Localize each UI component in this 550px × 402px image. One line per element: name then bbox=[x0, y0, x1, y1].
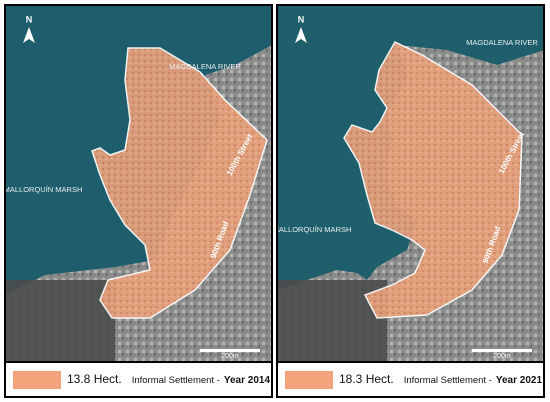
legend-swatch bbox=[13, 371, 61, 389]
coast-land bbox=[5, 280, 115, 362]
legend-label: Informal Settlement - bbox=[132, 375, 220, 386]
settlement-area bbox=[91, 47, 268, 319]
marsh-label: MALLORQUÍN MARSH bbox=[273, 225, 352, 234]
legend-swatch bbox=[285, 371, 333, 389]
legend-text: 13.8 Hect. Informal Settlement - Year 2014 bbox=[67, 372, 270, 386]
legend: 13.8 Hect. Informal Settlement - Year 2014 bbox=[4, 361, 273, 398]
north-arrow bbox=[295, 27, 307, 43]
scale-label: 200m bbox=[221, 353, 239, 360]
scale-label: 200m bbox=[493, 353, 511, 360]
marsh-label: MALLORQUÍN MARSH bbox=[4, 185, 83, 194]
scale-bar bbox=[472, 349, 532, 352]
north-label: N bbox=[26, 14, 33, 24]
river-label: MAGDALENA RIVER bbox=[169, 62, 241, 71]
legend-year: Year 2014 bbox=[224, 375, 271, 386]
legend-year: Year 2021 bbox=[496, 375, 543, 386]
north-arrow bbox=[23, 27, 35, 43]
north-label: N bbox=[298, 14, 305, 24]
river-label: MAGDALENA RIVER bbox=[466, 38, 538, 47]
legend-text: 18.3 Hect. Informal Settlement - Year 2021 bbox=[339, 372, 542, 386]
legend-area: 18.3 Hect. bbox=[339, 372, 394, 386]
legend-label: Informal Settlement - bbox=[404, 375, 492, 386]
legend-area: 13.8 Hect. bbox=[67, 372, 122, 386]
scale-bar bbox=[200, 349, 260, 352]
legend: 18.3 Hect. Informal Settlement - Year 2021 bbox=[276, 361, 545, 398]
settlement-area bbox=[343, 41, 523, 319]
